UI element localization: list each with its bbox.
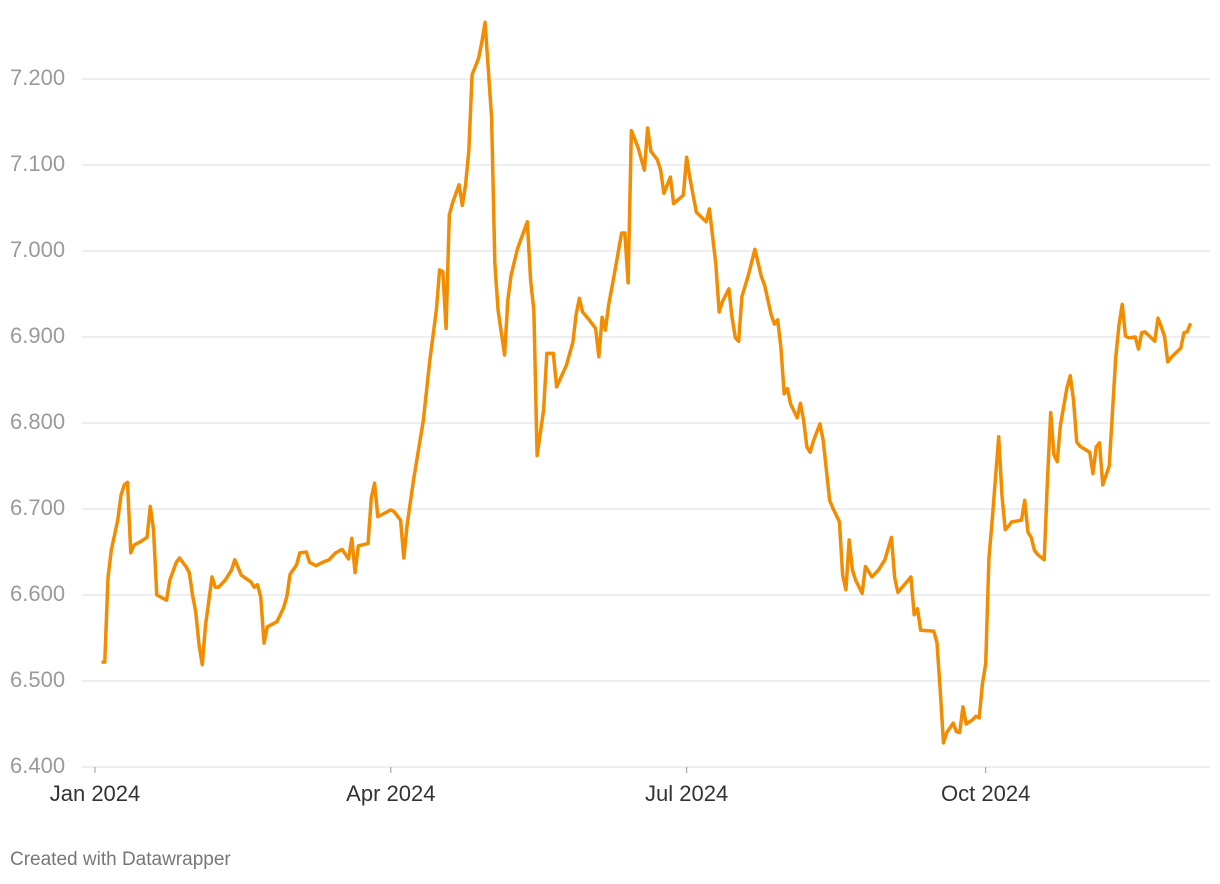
y-tick-label: 7.100 <box>10 151 65 176</box>
y-tick-label: 7.200 <box>10 65 65 90</box>
y-tick-label: 6.500 <box>10 667 65 692</box>
x-tick-label: Apr 2024 <box>346 781 435 806</box>
y-tick-label: 6.600 <box>10 581 65 606</box>
footer: Created with Datawrapper <box>10 849 231 870</box>
x-tick-label: Jul 2024 <box>645 781 728 806</box>
data-line <box>101 20 1193 745</box>
y-tick-label: 6.400 <box>10 753 65 778</box>
y-tick-label: 6.800 <box>10 409 65 434</box>
y-tick-label: 6.900 <box>10 323 65 348</box>
y-tick-label: 6.700 <box>10 495 65 520</box>
y-tick-label: 7.000 <box>10 237 65 262</box>
x-tick-label: Jan 2024 <box>50 781 141 806</box>
x-tick-label: Oct 2024 <box>941 781 1030 806</box>
